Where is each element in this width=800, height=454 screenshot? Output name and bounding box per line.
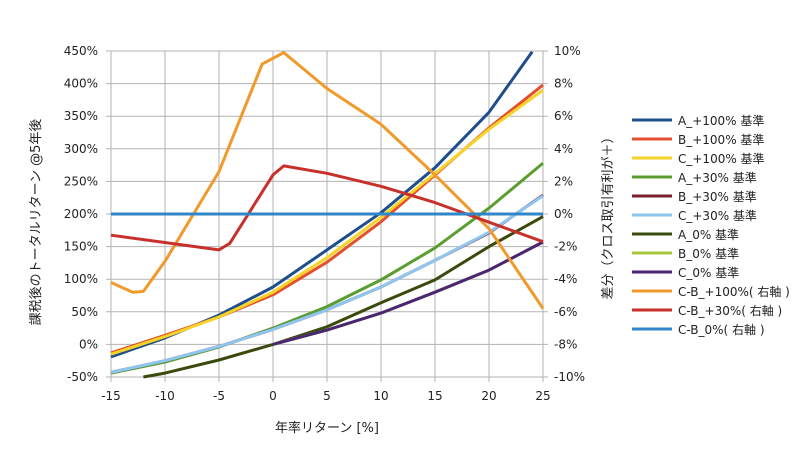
legend-label: C_0% 基準 [678, 265, 739, 280]
legend-label: C-B_+100%( 右軸 ) [678, 284, 790, 299]
legend-label: B_+100% 基準 [678, 132, 764, 147]
legend-label: C_+100% 基準 [678, 151, 765, 166]
x-tick-label: 25 [535, 389, 550, 403]
x-tick-label: 15 [427, 389, 442, 403]
legend-label: A_+100% 基準 [678, 113, 764, 128]
y2-tick-label: 8% [554, 77, 573, 91]
y-tick-label: 0% [79, 337, 98, 351]
legend-label: A_+30% 基準 [678, 170, 757, 185]
y2-tick-label: -2% [554, 240, 577, 254]
legend-label: C-B_0%( 右軸 ) [678, 322, 765, 337]
y-tick-label: 450% [64, 44, 98, 58]
y-tick-label: 150% [64, 240, 98, 254]
y2-tick-label: -8% [554, 337, 577, 351]
series-line-10 [110, 164, 544, 252]
y2-tick-label: 2% [554, 174, 573, 188]
legend-label: B_+30% 基準 [678, 189, 757, 204]
series-line-8 [272, 240, 544, 346]
tick-labels: -15 -10 -5 0 5 10 15 20 25 -50% 0% 50% 100% 150% 200% 2… [64, 44, 585, 403]
legend-label: C-B_+30%( 右軸 ) [678, 303, 782, 318]
y-axis-label: 課税後のトータルリターン @5年後 [28, 119, 44, 326]
x-tick-label: 10 [373, 389, 388, 403]
y2-tick-label: -10% [554, 370, 585, 384]
y-tick-label: 50% [71, 305, 98, 319]
y2-tick-label: 6% [554, 109, 573, 123]
legend-label: A_0% 基準 [678, 227, 739, 242]
y-tick-label: 100% [64, 272, 98, 286]
y-tick-label: 200% [64, 207, 98, 221]
legend-label: B_0% 基準 [678, 246, 739, 261]
series-lines [110, 50, 545, 379]
y2-tick-label: 0% [554, 207, 573, 221]
series-line-2 [110, 88, 544, 356]
y-tick-label: 300% [64, 142, 98, 156]
y2-axis-label: 差分（クロス取引有利が＋） [601, 130, 616, 299]
grid [106, 50, 548, 382]
y-tick-label: 350% [64, 109, 98, 123]
x-tick-label: -5 [213, 389, 225, 403]
x-tick-label: 20 [481, 389, 496, 403]
y2-tick-label: 10% [554, 44, 581, 58]
x-tick-label: 5 [323, 389, 331, 403]
x-tick-label: -15 [101, 389, 121, 403]
y2-tick-label: -4% [554, 272, 577, 286]
series-line-9 [110, 51, 545, 310]
y2-tick-label: 4% [554, 142, 573, 156]
series-line-6 [143, 215, 544, 379]
x-tick-label: -10 [155, 389, 175, 403]
legend: A_+100% 基準 B_+100% 基準 C_+100% 基準 A_+30% 基準 B… [632, 113, 790, 337]
y-tick-label: 400% [64, 77, 98, 91]
y-tick-label: -50% [67, 370, 98, 384]
y-tick-label: 250% [64, 174, 98, 188]
y2-tick-label: -6% [554, 305, 577, 319]
legend-label: C_+30% 基準 [678, 208, 757, 223]
series-line-5 [110, 194, 544, 374]
x-tick-label: 0 [269, 389, 277, 403]
x-axis-label: 年率リターン [%] [275, 420, 379, 436]
